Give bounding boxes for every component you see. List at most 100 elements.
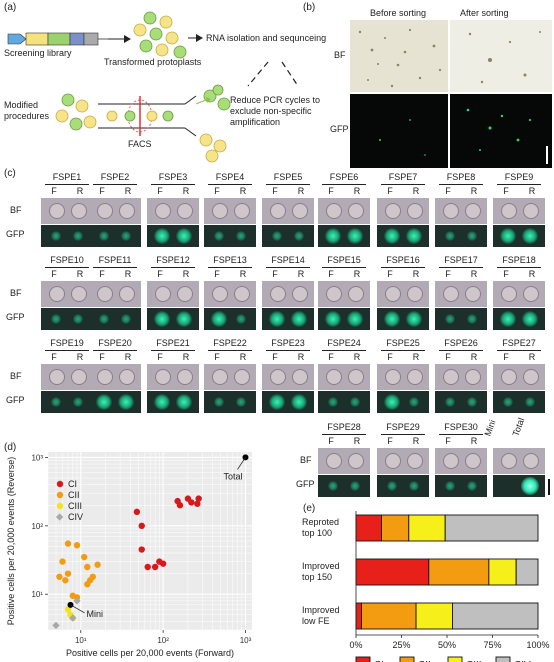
gfp-image [377, 308, 429, 330]
gfp-signal [444, 231, 455, 241]
bar-segment-cii [381, 514, 410, 542]
forward-label: F [51, 186, 57, 196]
bar-segment-civ [452, 602, 539, 630]
scale-bar [548, 479, 550, 495]
gfp-signal [347, 228, 364, 244]
total-annotation: Total [223, 471, 242, 481]
reverse-label: R [353, 269, 361, 279]
protoplast [269, 369, 286, 385]
protoplast [177, 286, 194, 302]
brightfield-image [377, 364, 429, 390]
bar-segment-cii [428, 558, 490, 586]
forward-label: F [272, 352, 278, 362]
gfp-signal [213, 231, 224, 241]
sample-name: FSPE13 [213, 255, 247, 265]
gfp-image [435, 308, 487, 330]
protoplast [292, 286, 309, 302]
x-tick-label: 100% [526, 640, 549, 650]
x-axis-label: Positive cells per 20,000 events (Forwar… [66, 648, 234, 658]
protoplast [465, 203, 482, 219]
protoplast [325, 286, 342, 302]
gfp-signal [153, 394, 170, 410]
vector-construct [7, 32, 112, 46]
sample-underline [322, 184, 366, 185]
gfp-image [377, 225, 429, 247]
category-label: low FE [302, 616, 330, 626]
protoplast [48, 369, 65, 385]
protoplast [465, 286, 482, 302]
protoplast [442, 203, 459, 219]
protoplast [48, 286, 65, 302]
forward-label: F [445, 269, 451, 279]
sample-underline [208, 350, 252, 351]
reverse-label: R [528, 269, 536, 279]
data-point-cii [62, 577, 69, 584]
row-label-bf: BF [10, 371, 22, 381]
forward-label: F [99, 269, 105, 279]
gfp-signal [291, 394, 308, 410]
gfp-image [89, 308, 141, 330]
sample-underline [45, 184, 89, 185]
brightfield-image [318, 364, 370, 390]
data-point-cii [64, 540, 72, 547]
panel-c-label: (c) [4, 168, 16, 179]
gfp-image [435, 391, 487, 413]
gfp-image [493, 475, 545, 497]
gfp-image [493, 225, 545, 247]
x-tick-label: 50% [438, 640, 456, 650]
gfp-signal [268, 311, 285, 327]
brightfield-image [204, 364, 256, 390]
brightfield-image [377, 281, 429, 307]
gfp-image [89, 225, 141, 247]
bar-segment-ciii [408, 514, 446, 542]
protoplast-cluster-top [133, 11, 187, 59]
protoplast [523, 369, 540, 385]
forward-label: F [214, 352, 220, 362]
protoplast [211, 203, 228, 219]
protoplast [234, 203, 251, 219]
data-point-total [242, 454, 249, 461]
protoplast [211, 369, 228, 385]
protoplast [234, 286, 251, 302]
data-point-ciii [64, 606, 72, 613]
sample-name: FSPE19 [50, 338, 84, 348]
gfp-image [377, 391, 429, 413]
protoplast [234, 369, 251, 385]
reverse-label: R [76, 352, 84, 362]
panel-b-gfp-label: GFP [330, 124, 349, 134]
forward-label: F [99, 352, 105, 362]
gfp-image [262, 308, 314, 330]
brightfield-image [147, 198, 199, 224]
legend-label: CIV [68, 512, 83, 522]
forward-label: F [328, 186, 334, 196]
legend-marker [56, 491, 64, 499]
row-label-bf: BF [10, 205, 22, 215]
gfp-signal [327, 481, 338, 491]
forward-label: F [387, 436, 393, 446]
protoplast [325, 203, 342, 219]
panel-a-schematic [7, 11, 299, 163]
protoplast [48, 203, 65, 219]
gfp-signal [383, 228, 400, 244]
sample-name: FSPE16 [386, 255, 420, 265]
data-point-ci [133, 508, 141, 516]
gfp-image [318, 308, 370, 330]
mini-annotation: Mini [86, 609, 103, 619]
panel-b-micrographs [350, 20, 552, 168]
gfp-image [204, 308, 256, 330]
bar-segment-ciii [415, 602, 453, 630]
x-tick-label: 10³ [240, 636, 252, 645]
protoplast [407, 286, 424, 302]
gfp-signal [383, 394, 400, 410]
gfp-signal [121, 231, 132, 241]
gfp-before-image [350, 94, 448, 168]
sample-name: FSPE11 [98, 255, 132, 265]
gfp-signal [121, 314, 132, 324]
gfp-signal [467, 481, 478, 491]
brightfield-image [377, 448, 429, 474]
protoplast [500, 453, 517, 469]
forward-label: F [445, 352, 451, 362]
protoplast [500, 286, 517, 302]
gfp-signal [499, 228, 516, 244]
